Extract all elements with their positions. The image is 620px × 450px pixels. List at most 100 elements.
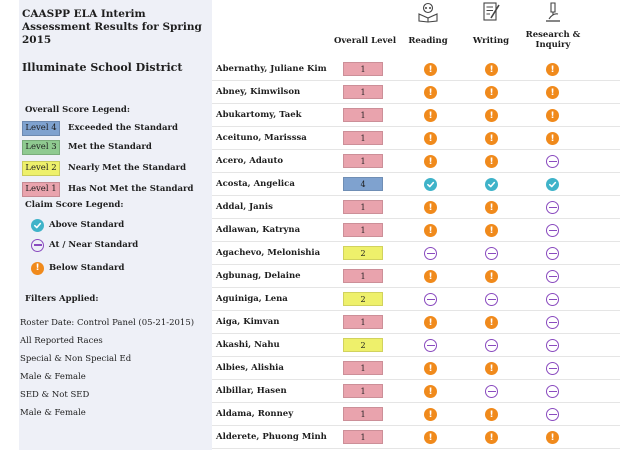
table-row[interactable]: Agachevo, Melonishia 2 <box>212 242 620 265</box>
legend-below: ! Below Standard <box>31 260 124 276</box>
legend-panel: CAASPP ELA Interim Assessment Results fo… <box>19 0 212 450</box>
table-row[interactable]: Adlawan, Katryna 1!! <box>212 219 620 242</box>
student-name[interactable]: Abney, Kimwilson <box>216 87 301 97</box>
legend-above: Above Standard <box>31 217 124 233</box>
exclamation-circle-icon: ! <box>424 408 437 421</box>
exclamation-circle-icon: ! <box>485 132 498 145</box>
level-3-chip: Level 3 <box>22 139 60 155</box>
exclamation-circle-icon: ! <box>424 224 437 237</box>
overall-level-badge: 1 <box>343 154 383 168</box>
minus-circle-icon <box>485 339 498 352</box>
district-name: Illuminate School District <box>22 61 183 74</box>
student-name[interactable]: Aceituno, Marisssa <box>216 133 307 143</box>
exclamation-circle-icon: ! <box>424 63 437 76</box>
exclamation-circle-icon: ! <box>485 224 498 237</box>
student-name[interactable]: Aiga, Kimvan <box>216 317 280 327</box>
minus-circle-icon <box>546 316 559 329</box>
level-1-chip: Level 1 <box>22 181 60 197</box>
minus-circle-icon <box>546 247 559 260</box>
filter-sed: SED & Not SED <box>20 390 90 400</box>
exclamation-circle-icon: ! <box>546 431 559 444</box>
near-label: At / Near Standard <box>49 240 139 250</box>
level-4-chip: Level 4 <box>22 120 60 136</box>
overall-level-badge: 1 <box>343 85 383 99</box>
student-name[interactable]: Alderete, Phuong Minh <box>216 432 327 442</box>
exclamation-circle-icon: ! <box>485 201 498 214</box>
exclamation-circle-icon: ! <box>424 270 437 283</box>
level-4-label: Exceeded the Standard <box>68 123 178 133</box>
table-row[interactable]: Albillar, Hasen 1! <box>212 380 620 403</box>
filters-title: Filters Applied: <box>25 294 99 304</box>
overall-level-badge: 1 <box>343 269 383 283</box>
student-name[interactable]: Addal, Janis <box>216 202 273 212</box>
minus-circle-icon <box>546 224 559 237</box>
legend-level-2: Level 2 Nearly Met the Standard <box>22 160 186 176</box>
student-name[interactable]: Acosta, Angelica <box>216 179 295 189</box>
exclamation-circle-icon: ! <box>485 270 498 283</box>
overall-level-badge: 1 <box>343 407 383 421</box>
minus-circle-icon <box>546 293 559 306</box>
col-reading[interactable]: Reading <box>408 36 448 46</box>
col-overall-level[interactable]: Overall Level <box>333 36 397 46</box>
student-name[interactable]: Albies, Alishia <box>216 363 284 373</box>
below-label: Below Standard <box>49 263 125 273</box>
student-name[interactable]: Aldama, Ronney <box>216 409 294 419</box>
overall-level-badge: 1 <box>343 108 383 122</box>
table-row[interactable]: Abernathy, Juliane Kim 1!!! <box>212 58 620 81</box>
exclamation-circle-icon: ! <box>31 261 44 275</box>
legend-level-1: Level 1 Has Not Met the Standard <box>22 181 193 197</box>
table-row[interactable]: Abukartomy, Taek 1!!! <box>212 104 620 127</box>
overall-legend-title: Overall Score Legend: <box>25 105 130 115</box>
table-row[interactable]: Alderete, Phuong Minh 1!!! <box>212 426 620 449</box>
student-name[interactable]: Adlawan, Katryna <box>216 225 301 235</box>
check-circle-icon <box>546 178 559 191</box>
table-row[interactable]: Acero, Adauto 1!! <box>212 150 620 173</box>
claim-legend-title: Claim Score Legend: <box>25 200 124 210</box>
student-name[interactable]: Akashi, Nahu <box>216 340 280 350</box>
exclamation-circle-icon: ! <box>485 316 498 329</box>
student-name[interactable]: Albillar, Hasen <box>216 386 287 396</box>
student-name[interactable]: Abernathy, Juliane Kim <box>216 64 327 74</box>
minus-circle-icon <box>424 293 437 306</box>
table-row[interactable]: Aguiniga, Lena 2 <box>212 288 620 311</box>
student-name[interactable]: Agbunag, Delaine <box>216 271 301 281</box>
table-row[interactable]: Aldama, Ronney 1!! <box>212 403 620 426</box>
exclamation-circle-icon: ! <box>424 316 437 329</box>
exclamation-circle-icon: ! <box>546 63 559 76</box>
overall-level-badge: 4 <box>343 177 383 191</box>
reading-icon <box>418 2 438 23</box>
table-row[interactable]: Acosta, Angelica 4 <box>212 173 620 196</box>
col-research-inquiry[interactable]: Research & Inquiry <box>525 30 581 50</box>
minus-circle-icon <box>546 385 559 398</box>
exclamation-circle-icon: ! <box>424 385 437 398</box>
overall-level-badge: 1 <box>343 62 383 76</box>
exclamation-circle-icon: ! <box>424 132 437 145</box>
exclamation-circle-icon: ! <box>485 408 498 421</box>
level-2-label: Nearly Met the Standard <box>68 163 187 173</box>
table-row[interactable]: Albies, Alishia 1!! <box>212 357 620 380</box>
check-circle-icon <box>485 178 498 191</box>
student-name[interactable]: Abukartomy, Taek <box>216 110 302 120</box>
minus-circle-icon <box>485 385 498 398</box>
exclamation-circle-icon: ! <box>424 155 437 168</box>
table-row[interactable]: Aceituno, Marisssa 1!!! <box>212 127 620 150</box>
minus-circle-icon <box>485 293 498 306</box>
student-name[interactable]: Aguiniga, Lena <box>216 294 288 304</box>
table-row[interactable]: Agbunag, Delaine 1!! <box>212 265 620 288</box>
col-writing[interactable]: Writing <box>472 36 510 46</box>
check-circle-icon <box>424 178 437 191</box>
student-name[interactable]: Acero, Adauto <box>216 156 284 166</box>
overall-level-badge: 1 <box>343 430 383 444</box>
legend-level-4: Level 4 Exceeded the Standard <box>22 120 178 136</box>
minus-circle-icon <box>485 247 498 260</box>
table-row[interactable]: Addal, Janis 1!! <box>212 196 620 219</box>
filter-races: All Reported Races <box>20 336 103 346</box>
table-row[interactable]: Aiga, Kimvan 1!! <box>212 311 620 334</box>
student-name[interactable]: Agachevo, Melonishia <box>216 248 321 258</box>
level-1-label: Has Not Met the Standard <box>68 184 194 194</box>
exclamation-circle-icon: ! <box>546 132 559 145</box>
table-row[interactable]: Abney, Kimwilson 1!!! <box>212 81 620 104</box>
overall-level-badge: 1 <box>343 200 383 214</box>
table-row[interactable]: Akashi, Nahu 2 <box>212 334 620 357</box>
report-title: CAASPP ELA Interim Assessment Results fo… <box>22 8 202 46</box>
